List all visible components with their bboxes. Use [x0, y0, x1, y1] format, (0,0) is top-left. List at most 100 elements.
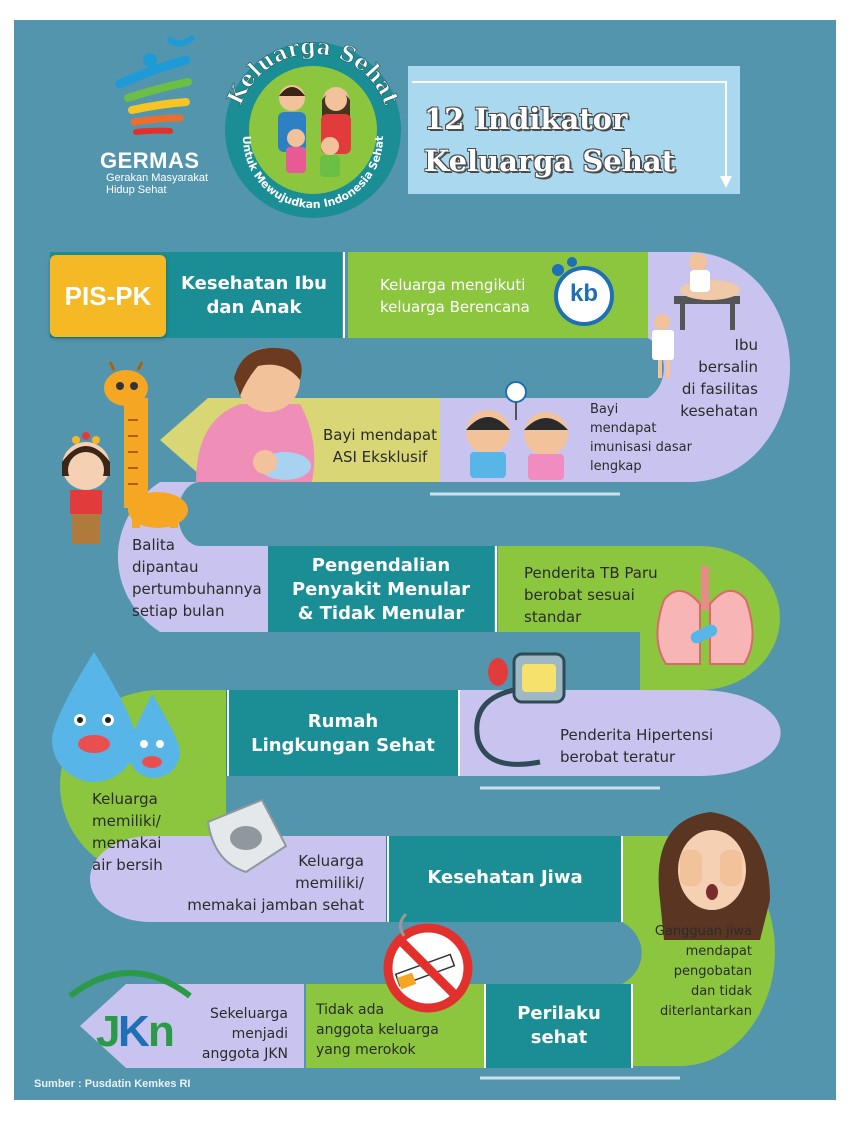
indicator-line: air bersih: [92, 856, 163, 874]
indicator-line: Balita: [132, 536, 175, 554]
page-title-line1: 12 Indikator: [424, 102, 628, 136]
indicator-line: pengobatan: [673, 964, 752, 979]
indicator-jkn: Sekeluarga menjadi anggota JKN: [196, 1004, 288, 1064]
category-line: & Tidak Menular: [297, 603, 465, 624]
category-rumah-lingkungan: Rumah Lingkungan Sehat: [228, 710, 458, 758]
indicator-line: Penderita Hipertensi: [560, 726, 714, 744]
indicator-line: mendapat: [685, 944, 752, 959]
indicator-tb-paru: Penderita TB Paru berobat sesuai standar: [524, 562, 658, 628]
indicator-ibu-bersalin: Ibu bersalin di fasilitas kesehatan: [664, 334, 758, 422]
row5-teal-segment: [386, 836, 622, 922]
category-line: dan Anak: [206, 297, 302, 318]
indicator-line: anggota keluarga: [316, 1022, 439, 1038]
indicator-line: Keluarga: [92, 790, 158, 808]
no-smoking-icon: [383, 912, 473, 1013]
germas-logo-subtitle: Gerakan Masyarakat Hidup Sehat: [106, 172, 209, 196]
indicator-line: yang merokok: [316, 1042, 416, 1058]
immunization-children-icon: [466, 381, 568, 480]
category-pengendalian-penyakit: Pengendalian Penyakit Menular & Tidak Me…: [268, 554, 494, 626]
row6-teal-segment: [486, 984, 632, 1068]
indicator-balita: Balita dipantau pertumbuhannya setiap bu…: [132, 534, 262, 622]
source-note: Sumber : Pusdatin Kemkes RI: [34, 1078, 191, 1090]
squat-toilet-icon: [206, 798, 288, 874]
row3-teal-segment: [268, 546, 494, 632]
indicator-line: lengkap: [590, 459, 642, 474]
svg-text:J: J: [96, 1007, 120, 1056]
row4-lavender-segment: [460, 690, 781, 776]
indicator-line: memakai jamban sehat: [187, 896, 364, 914]
indicator-hipertensi: Penderita Hipertensi berobat teratur: [560, 724, 713, 768]
indicator-rokok: Tidak ada anggota keluarga yang merokok: [316, 1000, 439, 1060]
category-line: Penyakit Menular: [291, 579, 471, 600]
indicator-line: Sekeluarga: [209, 1006, 288, 1022]
category-perilaku-sehat: Perilaku sehat: [486, 1002, 632, 1050]
indicator-line: Bayi mendapat: [323, 426, 437, 444]
pis-pk-badge: PIS-PK: [50, 255, 166, 337]
row3-green-segment: [498, 546, 678, 632]
germas-logo-word: GERMAS: [100, 148, 200, 173]
category-kesehatan-ibu-anak: Kesehatan Ibu dan Anak: [166, 272, 342, 320]
kb-logo-icon: [552, 257, 614, 326]
category-line: sehat: [530, 1027, 588, 1048]
indicator-imunisasi: Bayi mendapat imunisasi dasar lengkap: [590, 400, 692, 476]
indicator-line: diterlantarkan: [659, 1004, 752, 1019]
category-kesehatan-jiwa: Kesehatan Jiwa: [427, 867, 583, 888]
indicator-line: dan tidak: [690, 984, 752, 999]
indicator-line: menjadi: [231, 1026, 288, 1042]
indicator-line: standar: [524, 608, 582, 626]
category-line: Kesehatan Ibu: [181, 273, 327, 294]
indicator-line: Keluarga: [298, 852, 364, 870]
germas-logo-icon: [115, 35, 195, 135]
indicator-line: memakai: [92, 834, 162, 852]
little-girl-icon: [62, 432, 110, 544]
indicator-line: kesehatan: [680, 402, 758, 420]
row6-lavender-arrow: [80, 984, 304, 1068]
water-drops-icon: [52, 652, 180, 782]
indicator-line: Gangguan jiwa: [654, 924, 752, 939]
category-line: Pengendalian: [311, 555, 451, 576]
indicator-line: dipantau: [132, 558, 199, 576]
indicator-line: setiap bulan: [132, 602, 225, 620]
lungs-icon: [656, 566, 754, 665]
row5-lavender-segment: [90, 836, 390, 922]
indicator-line: Bayi: [590, 402, 619, 417]
indicator-line: Tidak ada: [316, 1002, 385, 1018]
svg-text:n: n: [148, 1007, 175, 1056]
breastfeeding-mother-icon: [196, 347, 315, 482]
indicator-line: Penderita TB Paru: [524, 564, 658, 582]
indicator-kb: Keluarga mengikuti keluarga Berencana: [380, 274, 530, 318]
indicator-gangguan-jiwa: Gangguan jiwa mendapat pengobatan dan ti…: [640, 922, 752, 1022]
indicator-asi: Bayi mendapat ASI Eksklusif: [318, 424, 442, 468]
indicator-line: pertumbuhannya: [132, 580, 262, 598]
indicator-line: anggota JKN: [201, 1046, 288, 1062]
category-line: Rumah: [307, 711, 379, 732]
category-line: Perilaku: [517, 1003, 601, 1024]
indicator-line: keluarga Berencana: [380, 298, 530, 316]
indicator-line: mendapat: [590, 421, 657, 436]
indicator-line: berobat sesuai: [524, 586, 635, 604]
keluarga-sehat-badge-icon: [225, 42, 401, 218]
indicator-jamban: Keluarga memiliki/ memakai jamban sehat: [172, 850, 364, 916]
indicator-line: memiliki/: [92, 812, 161, 830]
indicator-line: bersalin: [698, 358, 758, 376]
kb-logo-text: kb: [569, 280, 598, 307]
indicator-line: ASI Eksklusif: [332, 448, 428, 466]
row4-teal-segment: [226, 690, 458, 776]
birth-facility-icon: [652, 253, 740, 378]
stressed-person-icon: [658, 812, 770, 940]
indicator-line: imunisasi dasar: [590, 440, 692, 455]
jkn-logo-icon: J K n: [68, 970, 192, 1056]
row1-teal-segment: [166, 252, 342, 338]
indicator-line: memiliki/: [295, 874, 364, 892]
indicator-line: Ibu: [734, 336, 758, 354]
giraffe-height-chart-icon: [104, 361, 188, 528]
page-title-line2: Keluarga Sehat: [424, 144, 676, 178]
blood-pressure-meter-icon: [474, 652, 566, 767]
category-line: Lingkungan Sehat: [251, 735, 435, 756]
svg-text:K: K: [118, 1007, 150, 1056]
indicator-air-bersih: Keluarga memiliki/ memakai air bersih: [92, 788, 163, 876]
indicator-line: di fasilitas: [681, 380, 758, 398]
indicator-line: Keluarga mengikuti: [380, 276, 526, 294]
